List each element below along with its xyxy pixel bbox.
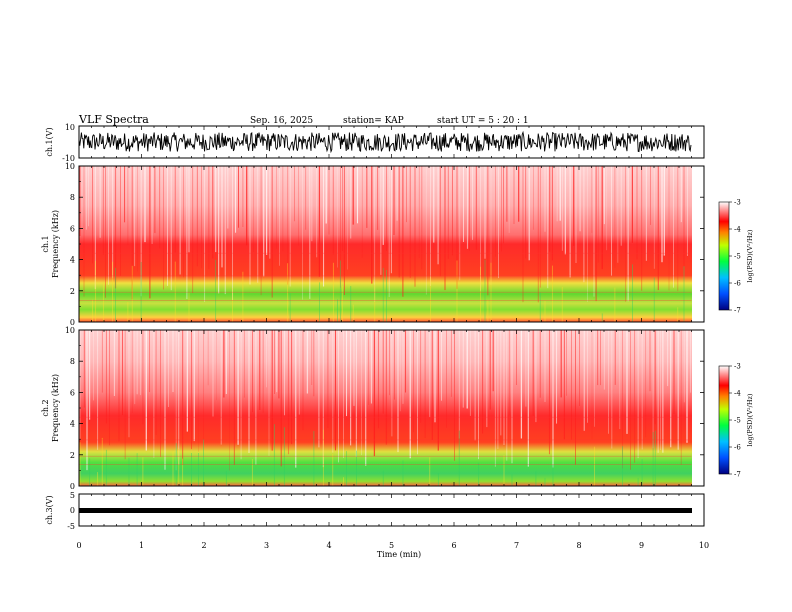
- ch1-voltage-frame: [78, 125, 705, 159]
- ch2-colorbar-label: log(PSD)(V²/Hz): [746, 393, 754, 446]
- start-ut-label: start UT = 5 : 20 : 1: [437, 116, 529, 126]
- colorbar-tick-label: -6: [734, 280, 741, 288]
- freq-tick-label: 0: [70, 482, 75, 491]
- ch3-ytick-bottom: -5: [67, 522, 75, 531]
- time-tick-label: 7: [514, 541, 519, 550]
- time-tick-label: 3: [264, 541, 269, 550]
- ch1-voltage-trace: [78, 130, 692, 154]
- time-tick-label: 4: [326, 541, 331, 550]
- colorbar-tick-label: -7: [734, 307, 741, 315]
- time-tick-label: 1: [139, 541, 144, 550]
- freq-tick-label: 8: [70, 357, 75, 366]
- ch2-colorbar: [718, 365, 730, 475]
- colorbar-tick-label: -3: [734, 363, 741, 371]
- freq-tick-label: 10: [65, 162, 75, 171]
- ch2-frequency-ylabel: Frequency (kHz): [51, 374, 60, 442]
- time-tick-label: 2: [201, 541, 206, 550]
- freq-tick-label: 2: [70, 451, 75, 460]
- ch2-spectrogram-image: [79, 330, 692, 486]
- ch1-colorbar-label: log(PSD)(V²/Hz): [746, 229, 754, 282]
- time-tick-label: 8: [576, 541, 581, 550]
- ch3-voltage-trace: [79, 508, 692, 513]
- ch3-ytick-mid: 0: [70, 506, 75, 515]
- colorbar-tick-label: -4: [734, 390, 741, 398]
- time-axis-labels: 0 1 2 3 4 5 6 7 8 9 10: [76, 541, 709, 550]
- ch1-frequency-ylabel: Frequency (kHz): [51, 210, 60, 278]
- station-label: station= KAP: [343, 116, 404, 126]
- ch3-voltage-ylabel: ch.3(V): [45, 495, 54, 524]
- ch1-ytick-bottom: -10: [62, 154, 75, 163]
- ch1-spectrogram-image: [79, 166, 692, 322]
- freq-tick-label: 8: [70, 193, 75, 202]
- ch2-frequency-ticks: 0 2 4 6 8 10: [65, 326, 704, 491]
- ch2-channel-label: ch.2: [41, 399, 50, 416]
- freq-tick-label: 2: [70, 287, 75, 296]
- ch1-frequency-ticks: 0 2 4 6 8 10: [65, 162, 704, 327]
- freq-tick-label: 6: [70, 388, 75, 397]
- colorbar-tick-label: -5: [734, 253, 741, 261]
- colorbar-tick-label: -7: [734, 471, 741, 479]
- ch1-voltage-ylabel: ch.1(V): [45, 127, 54, 156]
- freq-tick-label: 4: [70, 420, 75, 429]
- colorbar-tick-label: -4: [734, 226, 741, 234]
- colorbar-tick-label: -5: [734, 417, 741, 425]
- time-tick-label: 6: [451, 541, 456, 550]
- time-tick-label: 10: [699, 541, 709, 550]
- ch1-ytick-top: 10: [65, 123, 75, 132]
- ch1-colorbar-ticks: -3 -4 -5 -6 -7: [729, 199, 741, 315]
- ch1-channel-label: ch.1: [41, 235, 50, 252]
- time-tick-label: 0: [76, 541, 81, 550]
- freq-tick-label: 4: [70, 256, 75, 265]
- ch1-colorbar: [718, 201, 730, 311]
- ch1-spectrogram-streaks: [79, 166, 692, 322]
- figure-title: VLF Spectra: [78, 113, 149, 126]
- ch2-spectrogram-streaks: [79, 330, 692, 486]
- time-axis-ticks: [78, 126, 705, 526]
- ch3-voltage-panel: 5 0 -5 ch.3(V): [45, 491, 705, 531]
- ch1-voltage-panel: 10 -10 ch.1(V): [45, 123, 705, 163]
- colorbar-tick-label: -6: [734, 444, 741, 452]
- freq-tick-label: 6: [70, 224, 75, 233]
- time-axis-label: Time (min): [377, 550, 421, 559]
- ch2-colorbar-ticks: -3 -4 -5 -6 -7: [729, 363, 741, 479]
- date-label: Sep. 16, 2025: [250, 116, 313, 126]
- ch3-ytick-top: 5: [70, 491, 75, 500]
- freq-tick-label: 0: [70, 318, 75, 327]
- colorbar-tick-label: -3: [734, 199, 741, 207]
- time-tick-label: 5: [389, 541, 394, 550]
- time-tick-label: 9: [639, 541, 644, 550]
- freq-tick-label: 10: [65, 326, 75, 335]
